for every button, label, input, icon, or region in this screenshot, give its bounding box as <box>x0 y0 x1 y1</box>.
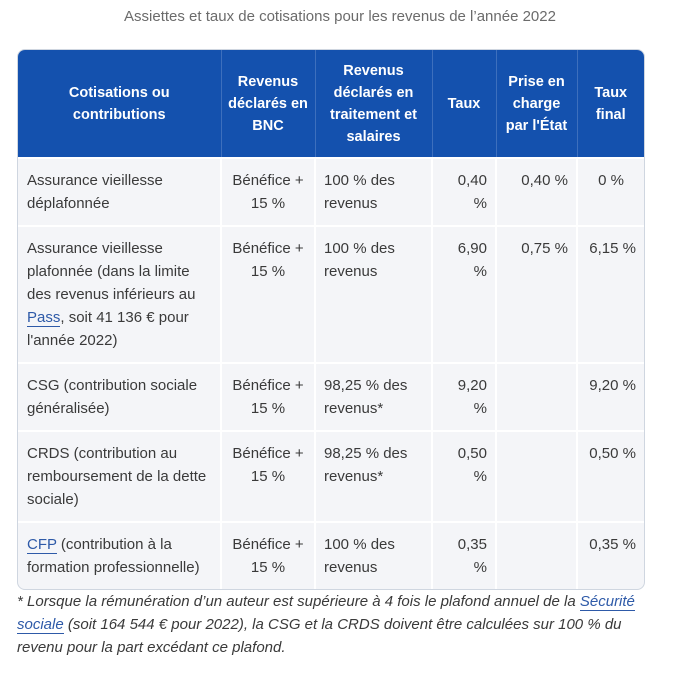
cell-taux-final: 0,50 % <box>577 430 644 522</box>
row-label: CFP (contribution à la formation profess… <box>18 521 222 589</box>
table-row: CFP (contribution à la formation profess… <box>18 521 644 589</box>
cell-prise-en-charge <box>496 362 578 431</box>
cell-taux-final: 6,15 % <box>577 225 644 363</box>
row-label-text: (contribution à la formation professionn… <box>27 536 200 576</box>
cell-bnc: Bénéfice + 15 % <box>221 362 316 431</box>
cell-taux-final: 0,35 % <box>577 521 644 589</box>
row-label: Assurance vieillesse déplafonnée <box>18 157 222 226</box>
footnote: * Lorsque la rémunération d’un auteur es… <box>17 590 657 659</box>
table-row: Assurance vieillesse déplafonnée Bénéfic… <box>18 157 644 226</box>
header-cotisations: Cotisations ou contributions <box>18 50 222 158</box>
row-label-text: Assurance vieillesse plafonnée (dans la … <box>27 240 196 303</box>
contributions-table: Cotisations ou contributions Revenus déc… <box>17 49 645 590</box>
cell-traitement-salaires: 100 % des revenus <box>315 521 433 589</box>
table-row: CRDS (contribution au remboursement de l… <box>18 430 644 522</box>
header-taux: Taux <box>432 50 497 158</box>
cell-taux: 9,20 % <box>432 362 497 431</box>
row-label: CRDS (contribution au remboursement de l… <box>18 430 222 522</box>
securite-sociale-link[interactable]: Sécurité sociale <box>17 593 635 634</box>
table-caption: Assiettes et taux de cotisations pour le… <box>124 8 556 25</box>
cell-bnc: Bénéfice + 15 % <box>221 225 316 363</box>
cell-taux-final: 0 % <box>577 157 644 226</box>
header-prise-en-charge: Prise en charge par l'État <box>496 50 578 158</box>
header-taux-final: Taux final <box>577 50 644 158</box>
cell-taux: 6,90 % <box>432 225 497 363</box>
pass-link[interactable]: Pass <box>27 309 61 327</box>
cell-taux: 0,35 % <box>432 521 497 589</box>
table-row: CSG (contribution sociale généralisée) B… <box>18 362 644 431</box>
header-traitement-salaires: Revenus déclarés en traitement et salair… <box>315 50 433 158</box>
cfp-link[interactable]: CFP <box>27 536 57 554</box>
cell-prise-en-charge <box>496 521 578 589</box>
cell-bnc: Bénéfice + 15 % <box>221 521 316 589</box>
cell-traitement-salaires: 100 % des revenus <box>315 157 433 226</box>
header-bnc: Revenus déclarés en BNC <box>221 50 316 158</box>
cell-traitement-salaires: 100 % des revenus <box>315 225 433 363</box>
row-label: Assurance vieillesse plafonnée (dans la … <box>18 225 222 363</box>
cell-bnc: Bénéfice + 15 % <box>221 157 316 226</box>
cell-taux: 0,40 % <box>432 157 497 226</box>
cell-prise-en-charge: 0,40 % <box>496 157 578 226</box>
footnote-text: (soit 164 544 € pour 2022), la CSG et la… <box>17 616 622 656</box>
cell-prise-en-charge: 0,75 % <box>496 225 578 363</box>
table-row: Assurance vieillesse plafonnée (dans la … <box>18 225 644 363</box>
cell-traitement-salaires: 98,25 % des revenus* <box>315 430 433 522</box>
footnote-text: * Lorsque la rémunération d’un auteur es… <box>17 593 580 610</box>
cell-bnc: Bénéfice + 15 % <box>221 430 316 522</box>
cell-taux-final: 9,20 % <box>577 362 644 431</box>
cell-taux: 0,50 % <box>432 430 497 522</box>
cell-traitement-salaires: 98,25 % des revenus* <box>315 362 433 431</box>
table-header-row: Cotisations ou contributions Revenus déc… <box>18 50 644 158</box>
cell-prise-en-charge <box>496 430 578 522</box>
row-label-text: , soit 41 136 € pour l'année 2022) <box>27 309 189 349</box>
row-label: CSG (contribution sociale généralisée) <box>18 362 222 431</box>
